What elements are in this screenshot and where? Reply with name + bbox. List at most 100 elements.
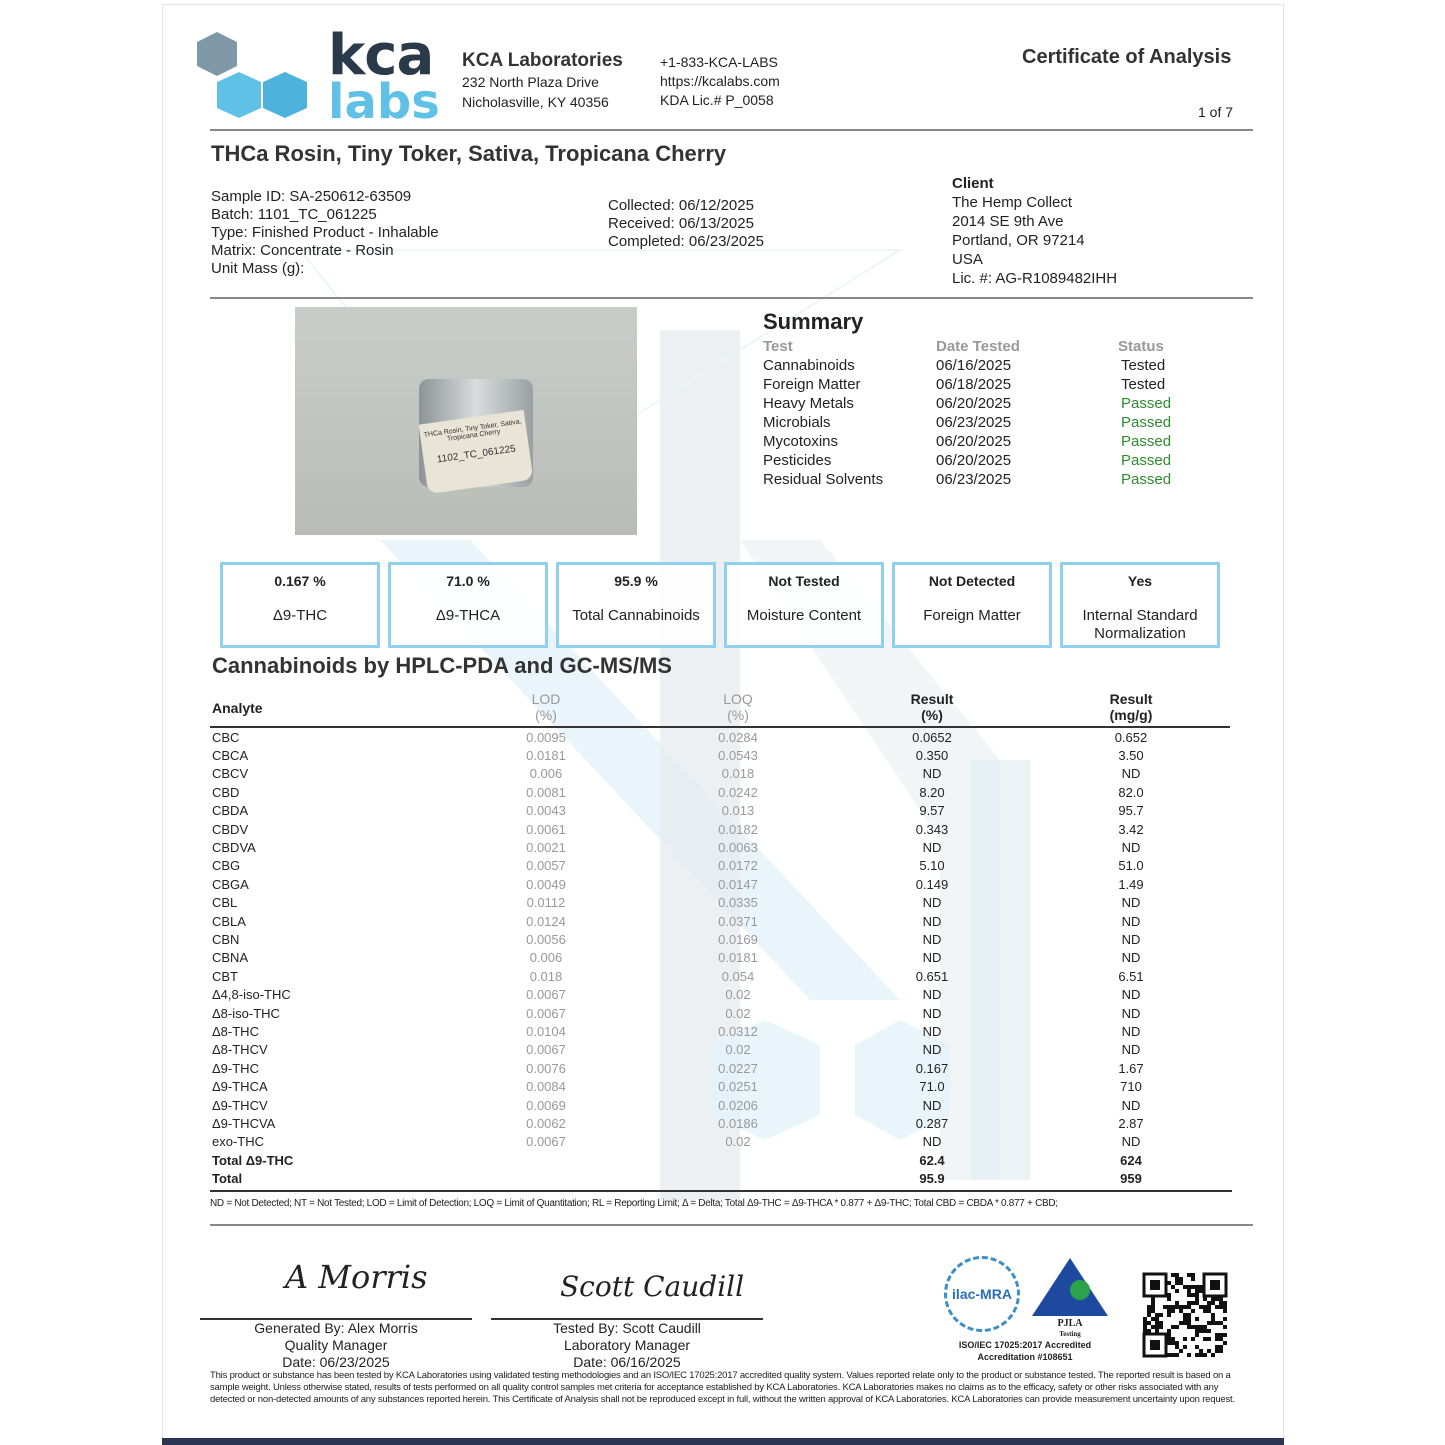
summary-header-date: Date Tested bbox=[936, 338, 1020, 355]
lod-cell: 0.0067 bbox=[526, 1134, 566, 1150]
cannabinoids-table: CBC 0.0095 0.0284 0.0652 0.652 CBCA 0.0181 0.05… bbox=[212, 728, 1244, 1188]
result-pct-cell: 0.343 bbox=[915, 821, 949, 837]
loq-cell: 0.0227 bbox=[718, 1060, 758, 1076]
result-pct-cell: ND bbox=[922, 950, 942, 966]
result-pct-cell: ND bbox=[922, 1134, 942, 1150]
result-pct-cell: ND bbox=[922, 931, 942, 947]
lab-website[interactable]: https://kcalabs.com bbox=[660, 73, 780, 89]
lod-cell bbox=[462, 1169, 630, 1187]
lod-cell: 0.0067 bbox=[526, 1042, 566, 1058]
lod-cell: 0.0043 bbox=[526, 803, 566, 819]
summary-status: Passed bbox=[1121, 395, 1172, 412]
jar-label: THCa Rosin, Tiny Toker, Sativa, Tropican… bbox=[418, 409, 534, 495]
signature-line bbox=[200, 1318, 472, 1320]
loq-cell: 0.02 bbox=[725, 1134, 751, 1150]
loq-cell: 0.0147 bbox=[718, 876, 758, 892]
result-pct-cell: ND bbox=[922, 895, 942, 911]
summary-date: 06/18/2025 bbox=[936, 376, 1012, 393]
lab-address-2: Nicholasville, KY 40356 bbox=[462, 94, 609, 110]
table-row: CBCV 0.006 0.018 ND ND bbox=[212, 765, 1244, 783]
unit-mass: Unit Mass (g): bbox=[211, 260, 305, 277]
result-mg-cell: 3.50 bbox=[1118, 748, 1144, 764]
result-pct-cell: 9.57 bbox=[919, 803, 945, 819]
lod-cell: 0.0112 bbox=[526, 895, 566, 911]
loq-cell: 0.02 bbox=[725, 987, 751, 1003]
loq-cell: 0.0284 bbox=[718, 729, 758, 745]
logo-text-labs: labs bbox=[328, 74, 440, 130]
highlight-label: Δ9-THC bbox=[272, 607, 328, 624]
logo-text-kca: kca bbox=[328, 23, 434, 88]
table-row: CBNA 0.006 0.0181 ND ND bbox=[212, 949, 1244, 967]
loq-cell: 0.0251 bbox=[718, 1079, 758, 1095]
result-mg-cell: 51.0 bbox=[1118, 858, 1144, 874]
header-analyte: Analyte bbox=[212, 700, 263, 716]
table-row: Δ9-THCA 0.0084 0.0251 71.0 710 bbox=[212, 1077, 1244, 1095]
table-row: Total 95.9 959 bbox=[212, 1169, 1244, 1187]
qr-code[interactable] bbox=[1142, 1272, 1228, 1358]
analyte-cell: Total bbox=[212, 1171, 243, 1187]
lod-cell: 0.0062 bbox=[526, 1115, 566, 1131]
result-mg-cell: 624 bbox=[1120, 1152, 1142, 1168]
result-mg-cell: ND bbox=[1121, 895, 1141, 911]
result-pct-cell: 0.167 bbox=[915, 1060, 949, 1076]
summary-test: Pesticides bbox=[763, 452, 832, 469]
result-pct-cell: ND bbox=[922, 766, 942, 782]
lab-name: KCA Laboratories bbox=[462, 50, 623, 71]
table-row: CBT 0.018 0.054 0.651 6.51 bbox=[212, 967, 1244, 985]
result-pct-cell: 0.350 bbox=[915, 748, 949, 764]
highlight-label: Internal Standard Normalization bbox=[1082, 607, 1198, 642]
disclaimer: This product or substance has been teste… bbox=[210, 1370, 1235, 1405]
result-mg-cell: 959 bbox=[1120, 1171, 1142, 1187]
result-mg-cell: 6.51 bbox=[1118, 968, 1144, 984]
result-mg-cell: 95.7 bbox=[1118, 803, 1144, 819]
result-mg-cell: ND bbox=[1121, 987, 1141, 1003]
loq-cell: 0.018 bbox=[721, 766, 755, 782]
result-pct-cell: 71.0 bbox=[919, 1079, 945, 1095]
result-pct-cell: ND bbox=[922, 1097, 942, 1113]
lod-cell: 0.0084 bbox=[526, 1079, 566, 1095]
highlight-label: Total Cannabinoids bbox=[572, 607, 700, 624]
summary-status: Passed bbox=[1121, 452, 1172, 469]
analyte-cell: CBCV bbox=[212, 766, 249, 782]
summary-test: Residual Solvents bbox=[763, 471, 884, 488]
loq-cell: 0.02 bbox=[725, 1005, 751, 1021]
summary-date: 06/23/2025 bbox=[936, 414, 1012, 431]
result-pct-cell: ND bbox=[922, 840, 942, 856]
divider bbox=[210, 1190, 1232, 1192]
analyte-cell: Δ8-iso-THC bbox=[212, 1005, 280, 1021]
analyte-cell: CBD bbox=[212, 784, 240, 800]
result-pct-cell: ND bbox=[922, 913, 942, 929]
highlight-label: Foreign Matter bbox=[923, 607, 1021, 624]
analyte-cell: CBC bbox=[212, 729, 240, 745]
lod-cell: 0.018 bbox=[529, 968, 563, 984]
highlight-box: 0.167 % Δ9-THC bbox=[220, 562, 380, 648]
client-heading: Client bbox=[952, 175, 994, 192]
result-pct-cell: 5.10 bbox=[919, 858, 945, 874]
divider bbox=[210, 1224, 1253, 1226]
analyte-cell: exo-THC bbox=[212, 1134, 265, 1150]
result-mg-cell: ND bbox=[1121, 1023, 1141, 1039]
summary-header-test: Test bbox=[763, 338, 793, 355]
table-row: Δ9-THCV 0.0069 0.0206 ND ND bbox=[212, 1096, 1244, 1114]
loq-cell: 0.0371 bbox=[718, 913, 758, 929]
analyte-cell: Δ9-THCVA bbox=[212, 1115, 276, 1131]
tested-by: Tested By: Scott Caudill Laboratory Manag… bbox=[553, 1320, 701, 1370]
table-row: CBC 0.0095 0.0284 0.0652 0.652 bbox=[212, 728, 1244, 746]
ilac-mra-logo: ilac-MRA bbox=[944, 1256, 1020, 1332]
lod-cell: 0.006 bbox=[529, 950, 563, 966]
summary-date: 06/20/2025 bbox=[936, 433, 1012, 450]
lod-cell: 0.0061 bbox=[526, 821, 566, 837]
lod-cell: 0.006 bbox=[529, 766, 563, 782]
result-mg-cell: ND bbox=[1121, 913, 1141, 929]
batch: Batch: 1101_TC_061225 bbox=[211, 206, 377, 223]
lod-cell: 0.0124 bbox=[526, 913, 566, 929]
result-mg-cell: ND bbox=[1121, 840, 1141, 856]
loq-cell: 0.013 bbox=[721, 803, 755, 819]
result-pct-cell: 95.9 bbox=[919, 1171, 945, 1187]
analyte-cell: CBNA bbox=[212, 950, 249, 966]
result-mg-cell: ND bbox=[1121, 1042, 1141, 1058]
result-pct-cell: 0.149 bbox=[915, 876, 949, 892]
loq-cell: 0.0206 bbox=[718, 1097, 758, 1113]
table-row: Total Δ9-THC 62.4 624 bbox=[212, 1151, 1244, 1169]
lod-cell: 0.0049 bbox=[526, 876, 566, 892]
